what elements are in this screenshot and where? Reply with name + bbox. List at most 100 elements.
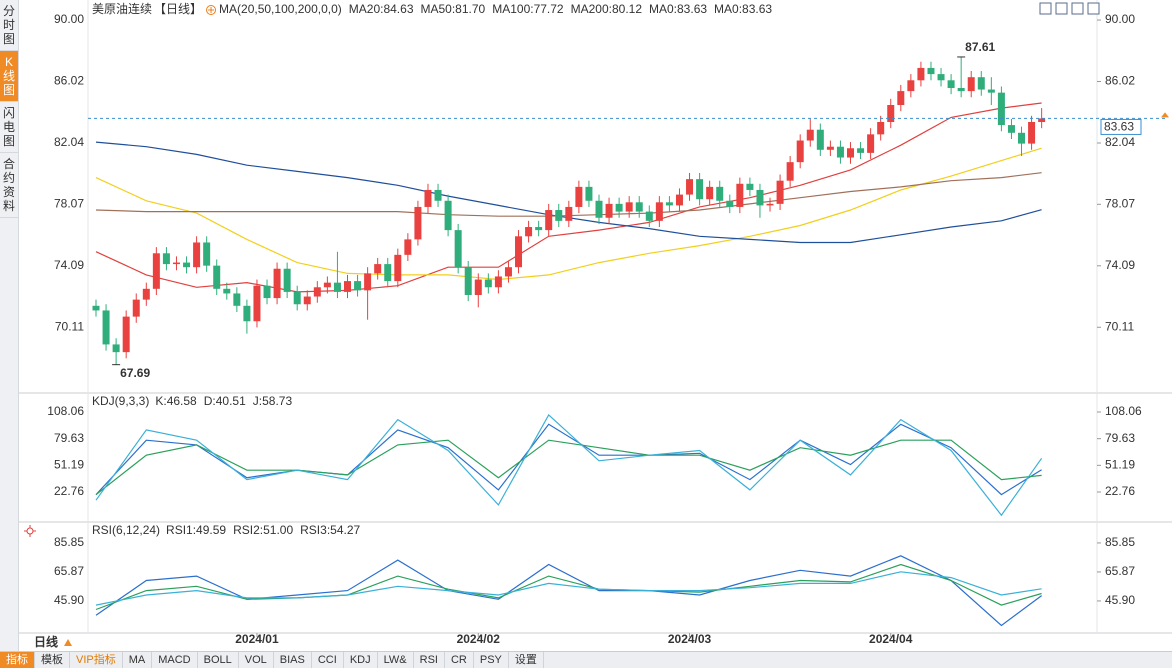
toolbar-item[interactable]: VIP指标 — [70, 652, 123, 668]
indicator-line — [95, 172, 1042, 217]
candle-body — [645, 211, 653, 221]
y-tick-label: 51.19 — [54, 458, 84, 472]
y-tick-label-right: 65.87 — [1105, 564, 1135, 578]
candle-body — [102, 310, 110, 345]
candle-body — [635, 202, 643, 212]
toolbar-item[interactable]: KDJ — [344, 652, 378, 668]
y-tick-label-right: 90.00 — [1105, 12, 1135, 26]
toolbar-item[interactable]: RSI — [414, 652, 445, 668]
y-tick-label-right: 74.09 — [1105, 258, 1135, 272]
candle-body — [967, 77, 975, 92]
toolbar-item[interactable]: LW& — [378, 652, 414, 668]
candle-body — [575, 186, 583, 207]
toolbar-item[interactable]: MA — [123, 652, 153, 668]
tool-icon — [1087, 2, 1100, 15]
y-tick-label-right: 108.06 — [1105, 404, 1142, 418]
candle-body — [142, 288, 150, 300]
candle-body — [786, 162, 794, 181]
toolbar-item[interactable]: PSY — [474, 652, 509, 668]
settings-icon — [206, 5, 217, 15]
y-tick-label: 22.76 — [54, 484, 84, 498]
toolbar-item[interactable]: VOL — [239, 652, 274, 668]
last-price-label: 83.63 — [1104, 120, 1134, 134]
candle-body — [303, 296, 311, 305]
y-tick-label-right: 85.85 — [1105, 535, 1135, 549]
toolbar-item[interactable]: CR — [445, 652, 474, 668]
candle-body — [293, 291, 301, 305]
candle-body — [565, 206, 573, 221]
candle-body — [112, 344, 120, 353]
candle-body — [454, 230, 462, 268]
candle-body — [333, 282, 341, 292]
candle-body — [404, 239, 412, 255]
toolbar-item[interactable]: BOLL — [198, 652, 239, 668]
candle-body — [525, 227, 533, 237]
indicator-title: KDJ(9,3,3) — [92, 394, 149, 408]
toolbar-item[interactable]: 模板 — [35, 652, 70, 668]
candle-body — [374, 264, 382, 274]
candle-body — [887, 104, 895, 122]
sidebar-tab[interactable]: K线图 — [0, 51, 18, 102]
candle-body — [273, 268, 281, 299]
y-tick-label-right: 79.63 — [1105, 431, 1135, 445]
toolbar-item[interactable]: 指标 — [0, 652, 35, 668]
y-tick-label: 65.87 — [54, 564, 84, 578]
toolbar-item[interactable]: 设置 — [509, 652, 544, 668]
indicator-line — [95, 102, 1042, 293]
last-price-arrow — [1161, 112, 1169, 118]
candle-body — [716, 186, 724, 201]
candle-body — [897, 91, 905, 105]
y-tick-label-right: 78.07 — [1105, 196, 1135, 210]
candle-body — [515, 236, 523, 268]
x-tick-label: 2024/02 — [457, 632, 501, 646]
legend-entry: J:58.73 — [253, 394, 293, 408]
candle-body — [605, 203, 613, 218]
indicator-line — [95, 413, 1043, 517]
candle-body — [686, 179, 694, 195]
indicator-line — [95, 439, 1042, 496]
candle-body — [847, 148, 854, 158]
legend-entry: RSI2:51.00 — [233, 523, 293, 537]
candle-body — [867, 134, 875, 153]
indicator-line — [95, 571, 1042, 606]
period-button[interactable]: 日线 — [34, 634, 58, 649]
candle-body — [162, 253, 170, 265]
candle-body — [384, 264, 392, 282]
candle-body — [977, 77, 985, 90]
candle-body — [826, 146, 834, 150]
candle-body — [746, 183, 754, 190]
toolbar: 指标 模板 VIP指标 MA MACD BOLL VOL BIAS CCI KDJ LW& RSI CR… — [0, 651, 1172, 668]
indicator-line — [95, 141, 1042, 244]
y-tick-label: 70.11 — [55, 319, 84, 333]
candle-body — [816, 129, 824, 150]
sidebar-tab[interactable]: 分时图 — [0, 0, 18, 51]
candle-body — [706, 186, 714, 200]
toolbar-item[interactable]: CCI — [312, 652, 344, 668]
candle-body — [1007, 125, 1015, 133]
candle-body — [1038, 118, 1046, 122]
candle-body — [132, 299, 140, 317]
candle-body — [213, 265, 221, 289]
toolbar-item[interactable]: MACD — [152, 652, 198, 668]
candle-body — [152, 253, 160, 289]
y-tick-label-right: 22.76 — [1105, 484, 1135, 498]
indicator-line — [95, 147, 1042, 281]
candle-body — [193, 242, 201, 268]
instrument-title: 美原油连续 — [92, 1, 152, 16]
candle-body — [987, 89, 995, 93]
x-tick-label: 2024/04 — [869, 632, 913, 646]
candle-body — [625, 202, 633, 212]
y-tick-label: 90.00 — [54, 12, 84, 26]
legend-entry: K:46.58 — [155, 394, 197, 408]
candle-body — [424, 189, 432, 207]
candle-body — [504, 267, 512, 277]
sidebar-tab[interactable]: 闪电图 — [0, 102, 18, 153]
sidebar-tab[interactable]: 合约资料 — [0, 153, 18, 218]
legend-entry: MA200:80.12 — [571, 2, 643, 16]
legend-entry: MA50:81.70 — [421, 2, 486, 16]
indicator-line — [95, 423, 1042, 496]
y-tick-label: 86.02 — [54, 74, 84, 88]
toolbar-item[interactable]: BIAS — [274, 652, 312, 668]
